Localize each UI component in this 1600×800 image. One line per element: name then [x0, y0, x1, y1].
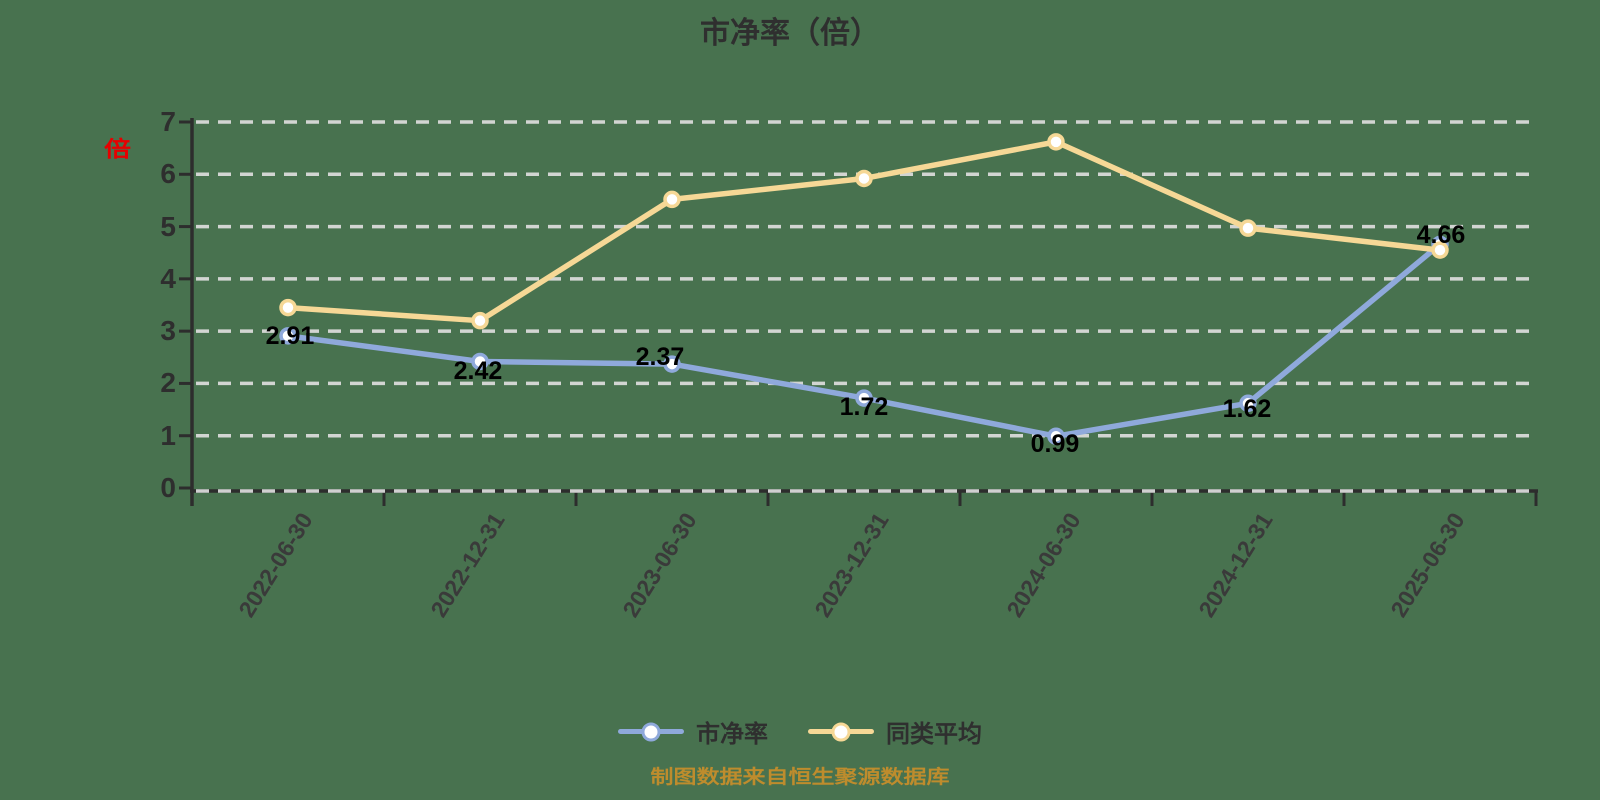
legend-label: 市净率: [696, 721, 768, 748]
data-point-value-label: 1.62: [1222, 395, 1272, 424]
legend-marker-icon: [808, 721, 874, 743]
data-point-marker[interactable]: [471, 311, 489, 330]
y-tick-label: 5: [160, 210, 176, 242]
legend-label: 同类平均: [886, 721, 982, 748]
data-point-marker[interactable]: [471, 352, 489, 371]
footer-source-note: 制图数据来自恒生聚源数据库: [650, 765, 950, 788]
data-point-marker[interactable]: [663, 355, 681, 373]
legend-item[interactable]: 同类平均: [808, 714, 982, 749]
data-point-marker[interactable]: [1239, 394, 1257, 413]
data-point-marker[interactable]: [279, 327, 297, 345]
data-point-marker[interactable]: [1239, 219, 1257, 237]
data-point-value-label: 2.42: [453, 357, 503, 386]
legend-item[interactable]: 市净率: [618, 714, 768, 749]
y-tick-label: 2: [160, 367, 176, 399]
data-point-marker[interactable]: [1431, 241, 1449, 259]
data-point-value-label: 0.99: [1030, 430, 1080, 459]
y-tick-label: 4: [160, 262, 176, 294]
data-point-marker[interactable]: [855, 169, 873, 188]
data-point-value-label: 2.37: [635, 343, 685, 372]
y-tick-label: 1: [160, 419, 176, 451]
chart-title: 市净率（倍）: [700, 17, 880, 50]
y-tick-label: 3: [160, 315, 176, 347]
data-point-marker[interactable]: [279, 298, 297, 317]
y-tick-label: 6: [160, 158, 176, 190]
legend-marker-icon: [618, 721, 684, 743]
data-point-marker[interactable]: [855, 389, 873, 407]
data-point-value-label: 2.91: [265, 321, 315, 350]
data-point-marker[interactable]: [1047, 427, 1065, 445]
data-point-marker[interactable]: [1047, 133, 1065, 151]
chart-legend: 市净率 同类平均: [618, 714, 982, 749]
data-point-marker[interactable]: [663, 190, 681, 209]
data-point-value-label: 1.72: [839, 393, 889, 422]
y-tick-label: 7: [160, 106, 176, 137]
y-axis-unit-label: 倍: [104, 137, 131, 162]
series-line-1: [285, 139, 1443, 324]
y-tick-label: 0: [160, 472, 176, 503]
data-point-value-label: 4.66: [1416, 221, 1466, 250]
